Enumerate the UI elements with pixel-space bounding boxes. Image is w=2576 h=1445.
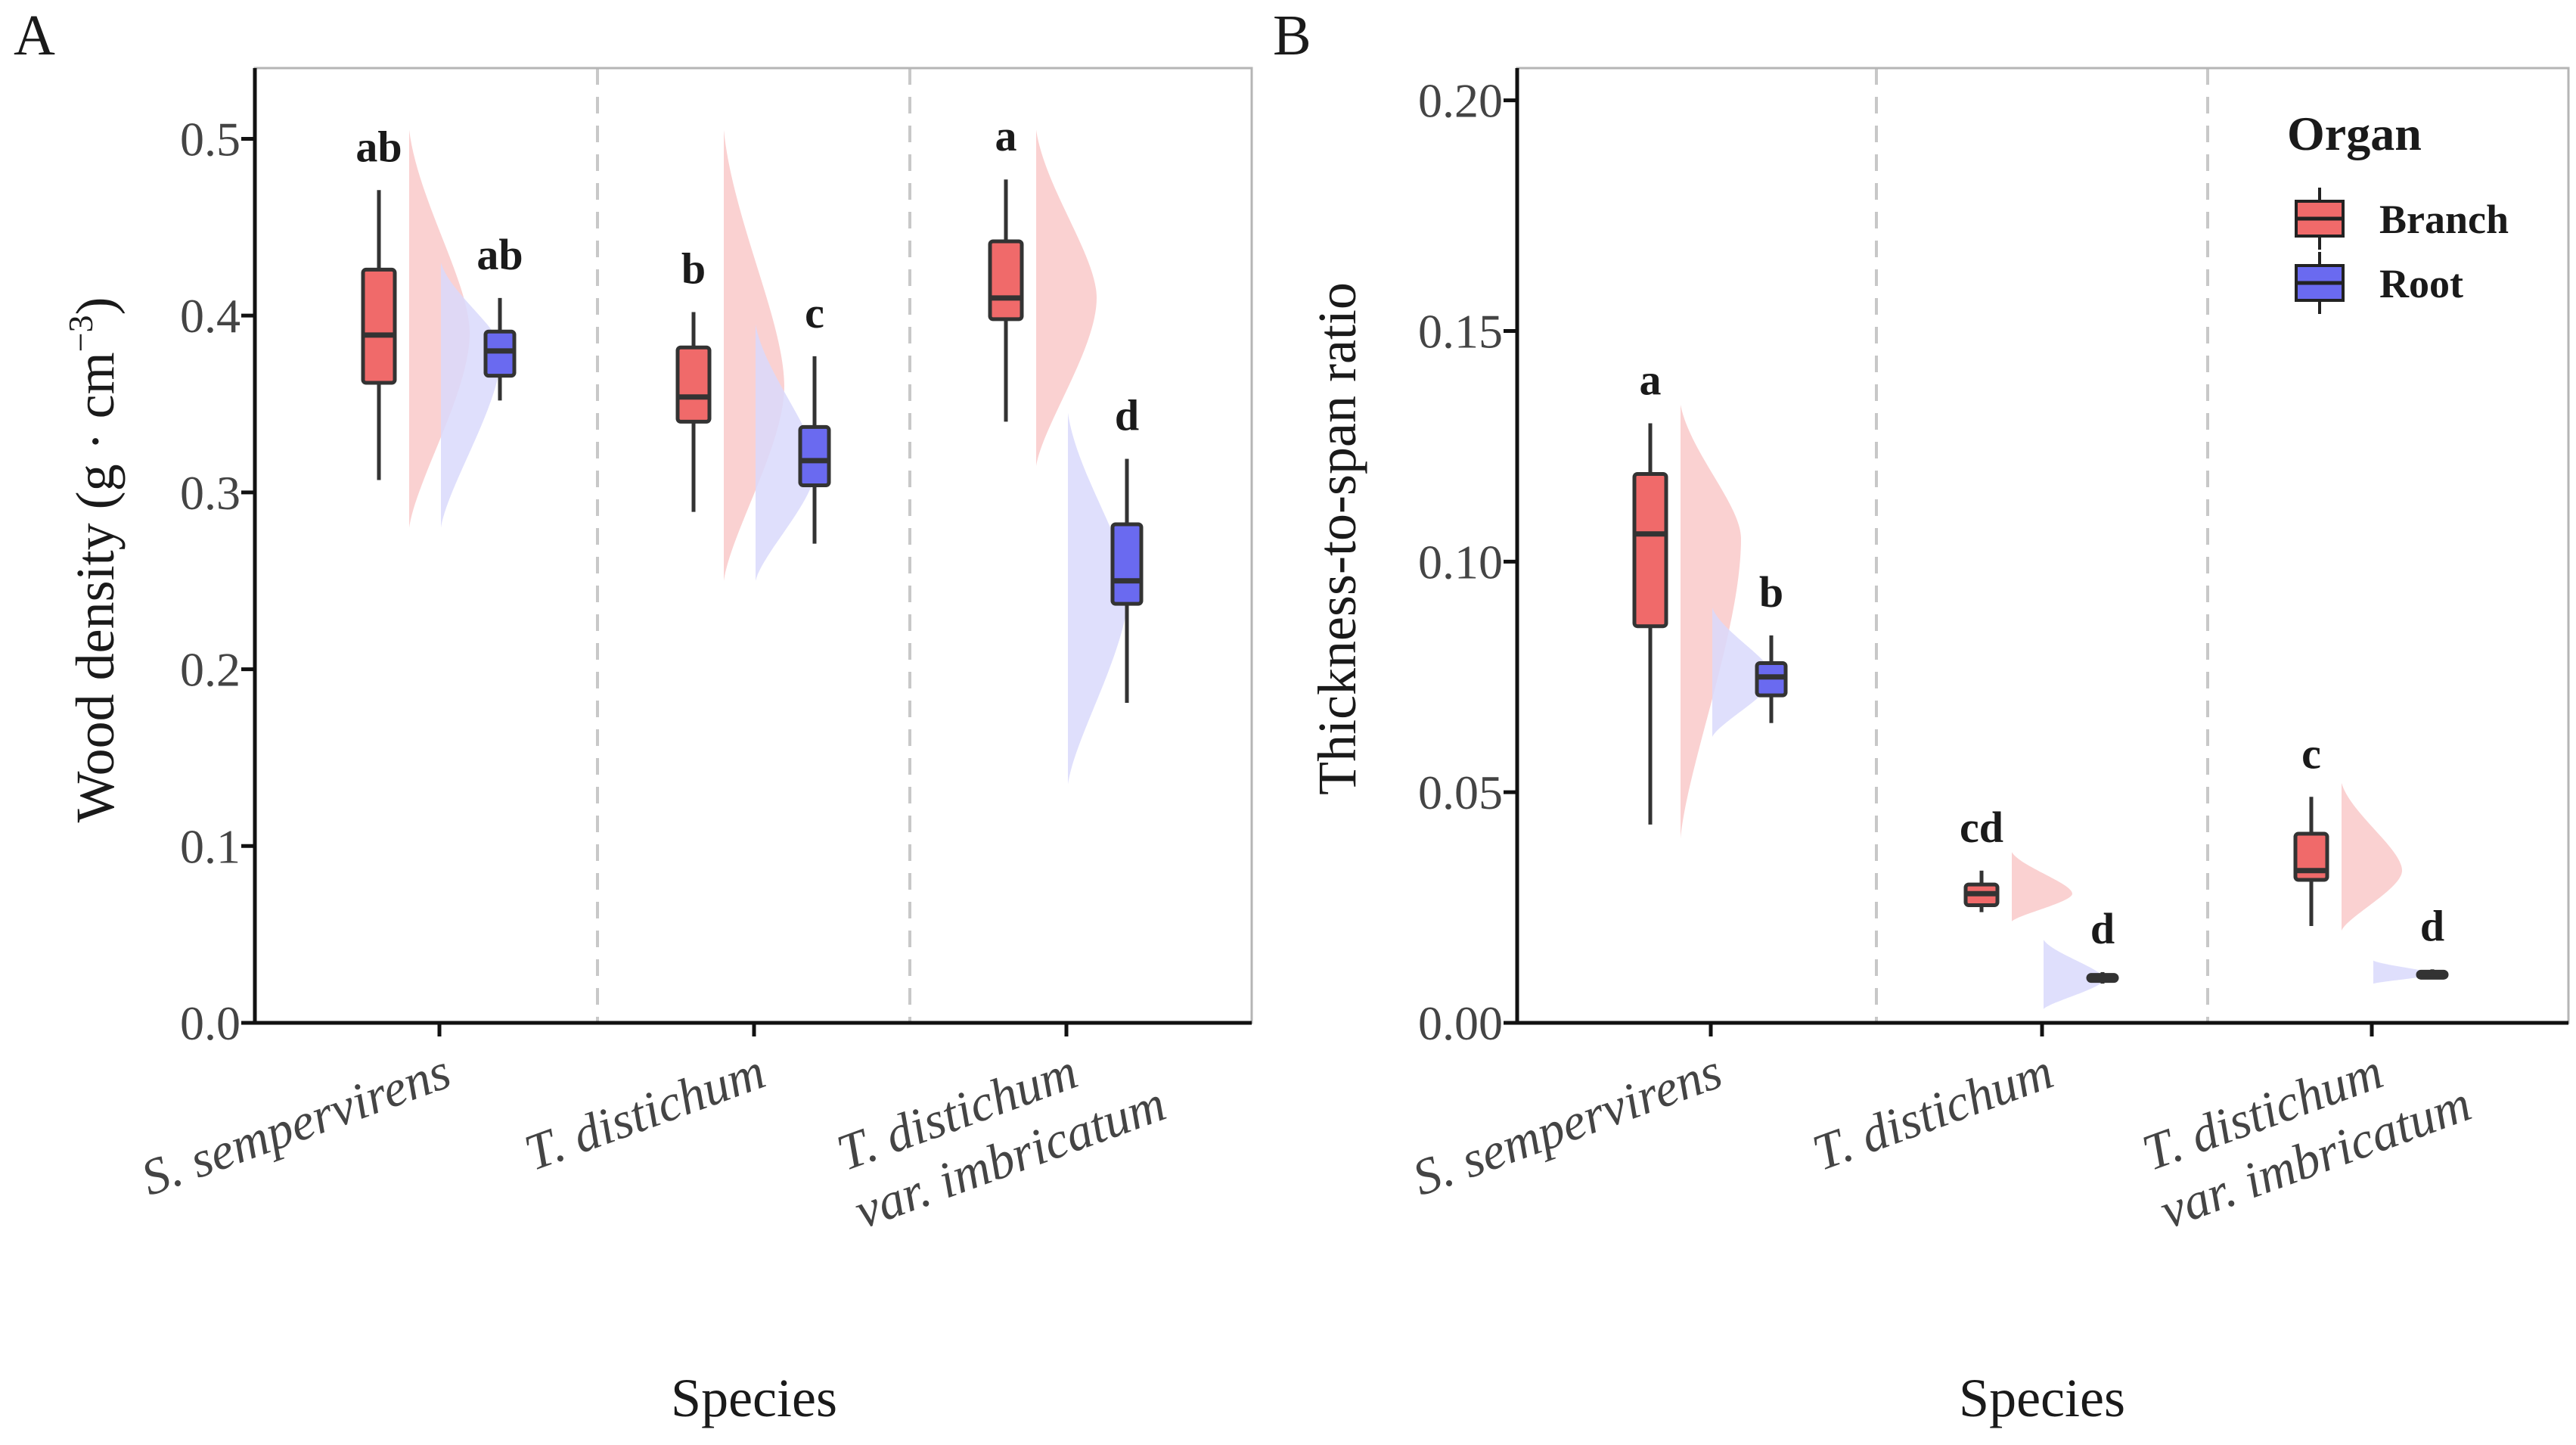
panel-a-letter-branch-1: b	[681, 244, 706, 294]
panel-b-divider-lines	[1875, 68, 2209, 1023]
panel-a-box-branch-2	[988, 179, 1024, 422]
panel-a-violin-root-0	[441, 263, 501, 528]
panel-a-box-root-0	[483, 297, 517, 401]
legend: Organ Branch Root	[2287, 107, 2509, 314]
panel-a-box-root-1	[798, 356, 831, 544]
panel-b-y-tick-label-1: 0.05	[1418, 766, 1503, 819]
panel-b-letter-root-1: d	[2090, 904, 2115, 953]
panel-a-box-body-branch-1	[675, 345, 712, 424]
panel-a-letter: A	[14, 4, 55, 67]
panel-b-violin-branch-0	[1681, 405, 1741, 839]
panel-b-letter-branch-0: a	[1640, 355, 1662, 404]
panel-b-letter-root-2: d	[2420, 901, 2444, 950]
legend-key-root	[2295, 252, 2345, 314]
panel-a-box-body-branch-2	[988, 239, 1024, 322]
panel-b-x-axis-title: Species	[1959, 1368, 2125, 1428]
panel-a-violin-root-2	[1068, 412, 1128, 785]
panel-a-letter-root-0: ab	[476, 230, 523, 279]
panel-a-box-branch-1	[675, 312, 712, 512]
panel-b-letter: B	[1273, 4, 1311, 67]
panel-a-axes	[253, 67, 1253, 1036]
panel-b-violins	[1681, 405, 2434, 1009]
panel-a-violin-branch-2	[1036, 129, 1097, 466]
panel-b: B a cd c b d d 0.00 0.05 0.10 0.15 0.20 S. semper…	[1273, 4, 2570, 1428]
legend-key-branch	[2295, 188, 2345, 250]
legend-title: Organ	[2287, 107, 2422, 160]
panel-a-x-tick-label-0: S. sempervirens	[134, 1042, 458, 1207]
panel-b-y-tick-label-4: 0.20	[1418, 74, 1503, 128]
panel-b-box-branch-0	[1632, 423, 1668, 825]
panel-b-axes	[1515, 67, 2570, 1036]
panel-b-boxplots	[1632, 423, 2449, 984]
legend-label-branch: Branch	[2379, 197, 2509, 242]
panel-a-y-axis-title: Wood density (g · cm−3)	[61, 297, 126, 822]
panel-a-box-body-branch-0	[361, 267, 397, 385]
panel-a-box-body-root-1	[798, 424, 831, 488]
panel-b-y-tick-label-0: 0.00	[1418, 996, 1503, 1050]
panel-a-violin-branch-1	[724, 129, 784, 581]
panel-b-y-tick-label-3: 0.15	[1418, 305, 1503, 359]
panel-b-letter-root-0: b	[1759, 567, 1783, 617]
panel-a-y-ticks: 0.0 0.1 0.2 0.3 0.4 0.5	[180, 112, 255, 1050]
panel-a-letter-root-2: d	[1115, 390, 1139, 440]
panel-b-y-ticks: 0.00 0.05 0.10 0.15 0.20	[1418, 74, 1517, 1050]
panel-b-x-tick-label-1: T. distichum	[1805, 1042, 2060, 1182]
panel-a-violins	[409, 129, 1128, 785]
panel-b-significance-letters: a cd c b d d	[1640, 355, 2445, 952]
panel-a-x-tick-labels: S. sempervirens T. distichum T. distichumv…	[134, 1042, 1173, 1239]
panel-a-violin-root-1	[756, 324, 816, 581]
panel-b-box-branch-1	[1963, 870, 2000, 912]
panel-b-y-axis-title: Thickness-to-span ratio	[1307, 282, 1367, 795]
legend-label-root: Root	[2379, 261, 2463, 306]
panel-b-box-root-1	[2086, 971, 2119, 984]
panel-b-x-tick-label-0: S. sempervirens	[1405, 1042, 1729, 1207]
panel-a-boxplots	[361, 179, 1144, 703]
panel-b-violin-root-2	[2373, 960, 2434, 984]
panel-a-y-tick-label-1: 0.1	[180, 819, 241, 873]
panel-a-letter-root-1: c	[805, 288, 824, 337]
panel-a-y-axis-title-close: )	[65, 297, 126, 315]
panel-a-y-axis-title-sup: −3	[61, 315, 100, 352]
panel-a-letter-branch-0: ab	[355, 122, 402, 171]
panel-a-species-name-1: T. distichum	[517, 1042, 772, 1182]
panel-b-species-name-1: T. distichum	[1805, 1042, 2060, 1182]
panel-b-letter-branch-1: cd	[1960, 803, 2003, 852]
panel-b-box-body-branch-0	[1632, 472, 1668, 629]
panel-a-x-axis-title: Species	[671, 1368, 837, 1428]
panel-b-species-name-0: S. sempervirens	[1405, 1042, 1729, 1207]
panel-a-species-name-0: S. sempervirens	[134, 1042, 458, 1207]
panel-b-violin-root-1	[2044, 940, 2104, 1009]
panel-a-y-axis-title-main: Wood density (g · cm	[65, 352, 126, 822]
panel-b-y-tick-label-2: 0.10	[1418, 535, 1503, 589]
panel-a-y-tick-label-0: 0.0	[180, 996, 241, 1050]
panel-a: A ab b a ab c d 0.0 0.1 0.2 0.3 0.4 0.5 S. semperv…	[14, 4, 1253, 1428]
panel-a-significance-letters: ab b a ab c d	[355, 111, 1139, 440]
panel-b-violin-branch-1	[2012, 852, 2072, 921]
panel-b-box-root-2	[2416, 969, 2449, 980]
panel-b-box-root-0	[1755, 635, 1788, 723]
panel-a-letter-branch-2: a	[995, 111, 1017, 160]
panel-a-x-tick-label-1: T. distichum	[517, 1042, 772, 1182]
panel-b-x-tick-labels: S. sempervirens T. distichum T. distichumv…	[1405, 1042, 2478, 1239]
panel-a-y-tick-label-5: 0.5	[180, 112, 241, 166]
panel-a-box-root-2	[1110, 458, 1144, 703]
panel-a-y-tick-label-4: 0.4	[180, 289, 241, 343]
panel-b-letter-branch-2: c	[2301, 729, 2321, 778]
panel-a-box-body-root-2	[1110, 522, 1144, 606]
panel-a-y-tick-label-2: 0.2	[180, 643, 241, 697]
panel-b-violin-root-0	[1712, 608, 1773, 738]
panel-a-box-branch-0	[361, 190, 397, 480]
panel-b-violin-branch-2	[2342, 782, 2402, 931]
panel-a-divider-lines	[596, 68, 911, 1023]
panel-a-violin-branch-0	[409, 129, 470, 528]
panel-a-y-tick-label-3: 0.3	[180, 466, 241, 520]
panel-a-box-body-root-0	[483, 329, 517, 378]
panel-b-box-branch-2	[2293, 797, 2329, 926]
